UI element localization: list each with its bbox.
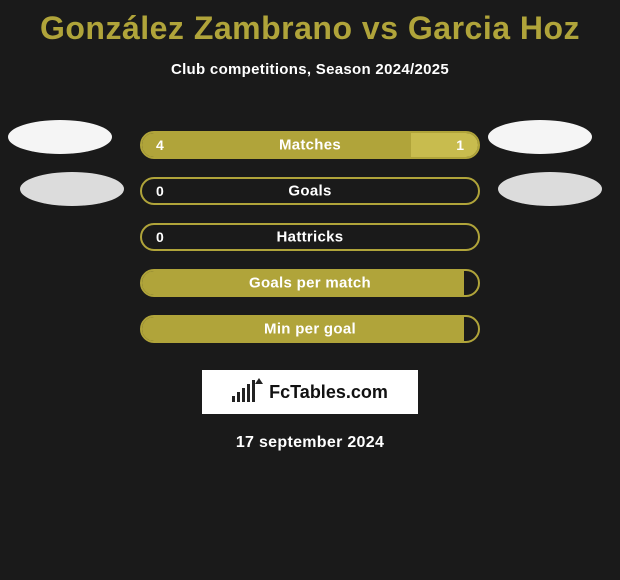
stat-bar-track: Min per goal	[140, 315, 480, 343]
stat-label: Goals	[288, 183, 331, 200]
stat-right-segment	[464, 225, 478, 249]
snapshot-date: 17 september 2024	[0, 434, 620, 452]
stat-right-segment	[464, 271, 478, 295]
brand-text: FcTables.com	[269, 382, 388, 403]
player-ellipse-left	[8, 120, 112, 154]
stat-right-value: 1	[456, 137, 464, 153]
stat-row: Min per goal	[0, 306, 620, 352]
stat-label: Hattricks	[277, 229, 344, 246]
player-ellipse-right	[488, 120, 592, 154]
stat-label: Matches	[279, 137, 341, 154]
stat-left-segment: 4	[142, 133, 411, 157]
logo-bar	[232, 396, 235, 402]
comparison-rows: 4 1 Matches 0 Goals 0 Hattricks Goals per match…	[0, 122, 620, 352]
stat-row: 0 Hattricks	[0, 214, 620, 260]
stat-label: Goals per match	[249, 275, 371, 292]
stat-row: Goals per match	[0, 260, 620, 306]
stat-right-segment: 1	[411, 133, 478, 157]
player-ellipse-right	[498, 172, 602, 206]
stat-bar-track: Goals per match	[140, 269, 480, 297]
stat-left-value: 4	[156, 137, 164, 153]
stat-label: Min per goal	[264, 321, 356, 338]
stat-bar-track: 0 Goals	[140, 177, 480, 205]
subtitle: Club competitions, Season 2024/2025	[0, 61, 620, 78]
stat-left-value: 0	[156, 183, 164, 199]
logo-bar	[242, 388, 245, 402]
stat-right-segment	[464, 317, 478, 341]
stat-left-value: 0	[156, 229, 164, 245]
stat-bar-track: 4 1 Matches	[140, 131, 480, 159]
logo-arrow-icon	[255, 378, 263, 384]
brand-chart-icon	[232, 382, 263, 402]
logo-bar	[247, 384, 250, 402]
player-ellipse-left	[20, 172, 124, 206]
page-title: González Zambrano vs Garcia Hoz	[0, 0, 620, 47]
stat-right-segment	[464, 179, 478, 203]
stat-bar-track: 0 Hattricks	[140, 223, 480, 251]
logo-bar	[237, 392, 240, 402]
brand-logo: FcTables.com	[202, 370, 418, 414]
